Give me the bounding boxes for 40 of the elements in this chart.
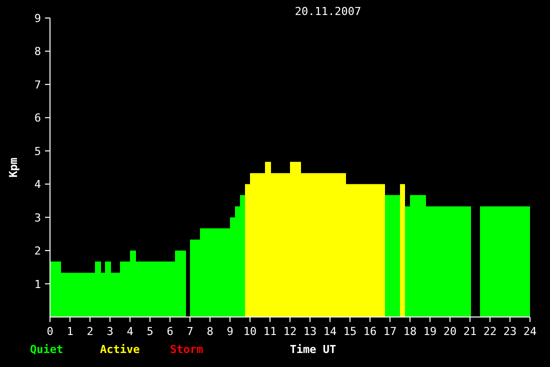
y-tick-label: 3 <box>34 211 41 224</box>
x-tick-label: 18 <box>403 325 417 338</box>
y-tick-label: 4 <box>34 178 42 192</box>
x-tick-label: 2 <box>86 325 94 338</box>
x-tick-label: 13 <box>303 325 317 338</box>
x-tick-label: 1 <box>66 325 74 338</box>
x-tick-label: 21 <box>463 325 477 338</box>
x-tick-label: 20 <box>443 325 457 338</box>
y-tick-label: 8 <box>34 45 41 58</box>
y-tick-label: 5 <box>34 144 41 158</box>
y-tick-label: 1 <box>34 278 41 291</box>
x-tick-label: 22 <box>483 325 497 338</box>
x-tick-label: 12 <box>283 325 297 338</box>
x-tick-label: 19 <box>423 325 437 338</box>
x-tick-label: 0 <box>46 325 54 338</box>
y-tick-label: 2 <box>34 244 41 258</box>
y-tick-label: 6 <box>34 112 41 125</box>
x-tick-label: 11 <box>263 325 277 338</box>
x-tick-label: 16 <box>363 325 377 338</box>
text: Storm <box>170 343 204 356</box>
x-tick-label: 15 <box>343 325 357 338</box>
x-axis-title: Time UT <box>290 343 337 356</box>
x-tick-label: 4 <box>126 325 134 338</box>
y-tick-label: 9 <box>34 12 41 25</box>
x-tick-label: 10 <box>243 325 257 338</box>
x-tick-label: 8 <box>206 325 214 338</box>
x-tick-label: 6 <box>166 325 174 338</box>
x-tick-label: 23 <box>503 325 517 338</box>
y-tick-label: 7 <box>34 78 41 92</box>
x-tick-label: 5 <box>146 325 154 338</box>
x-tick-label: 17 <box>383 325 397 338</box>
x-tick-label: 3 <box>106 325 114 338</box>
x-tick-label: 24 <box>523 325 537 338</box>
text: Quiet <box>30 343 64 356</box>
text: Active <box>100 343 140 356</box>
x-tick-label: 9 <box>226 325 234 338</box>
chart-title: 20.11.2007 <box>294 5 362 18</box>
x-tick-label: 7 <box>186 325 194 338</box>
x-tick-label: 14 <box>323 325 337 338</box>
y-axis-title: Kpm <box>7 157 20 178</box>
